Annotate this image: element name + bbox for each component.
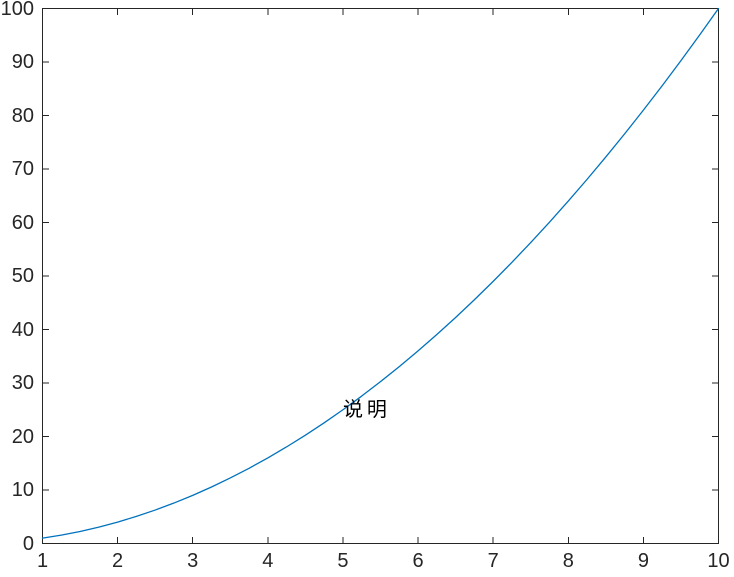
y-tick-label: 0 bbox=[22, 532, 34, 555]
y-tick-label: 50 bbox=[11, 265, 34, 287]
axes-box bbox=[42, 8, 719, 544]
y-tick-label: 100 bbox=[0, 0, 34, 20]
y-tick-label: 70 bbox=[11, 158, 34, 180]
x-tick-label: 3 bbox=[187, 549, 199, 572]
x-tick-label: 1 bbox=[36, 549, 49, 572]
y-tick-label: 10 bbox=[11, 479, 34, 501]
y-tick-label: 60 bbox=[11, 211, 34, 234]
x-tick-label: 10 bbox=[707, 549, 730, 572]
y-tick-label: 40 bbox=[11, 318, 34, 341]
x-tick-label: 6 bbox=[412, 549, 424, 572]
x-tick-label: 4 bbox=[262, 549, 274, 572]
y-tick-label: 80 bbox=[11, 104, 34, 127]
x-tick-label: 9 bbox=[637, 549, 649, 572]
x-tick-label: 8 bbox=[562, 549, 574, 572]
y-tick-label: 20 bbox=[11, 425, 34, 448]
series-line-x-squared-curve bbox=[41, 7, 720, 539]
annotation-text: 说明 bbox=[342, 398, 391, 421]
x-tick-label: 5 bbox=[337, 549, 349, 572]
y-tick-label: 30 bbox=[11, 372, 34, 394]
x-tick-label: 7 bbox=[487, 549, 499, 572]
y-tick-label: 90 bbox=[11, 51, 34, 73]
x-tick-label: 2 bbox=[112, 549, 124, 572]
